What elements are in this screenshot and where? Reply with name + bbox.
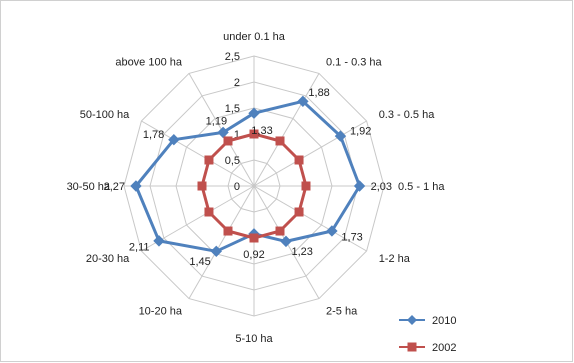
data-label-2010: 1,23 <box>292 246 313 258</box>
legend-marker-2010 <box>407 315 417 325</box>
category-label: 0.1 - 0.3 ha <box>326 56 383 68</box>
data-point-2002 <box>223 226 233 236</box>
category-labels: under 0.1 ha 0.1 - 0.3 ha 0.3 - 0.5 ha 0.5 … <box>67 31 446 345</box>
data-label-2010: 1,19 <box>206 115 227 127</box>
data-point-2002 <box>275 136 285 146</box>
radial-tick-labels: 0 0,5 1 1,5 2 2,5 <box>225 51 240 193</box>
category-label: 5-10 ha <box>235 333 273 345</box>
grid-spoke-4 <box>253 185 367 252</box>
data-point-2002 <box>294 207 304 217</box>
grid-spoke-1 <box>253 73 320 187</box>
tick-label: 0 <box>234 181 240 193</box>
data-point-2002 <box>223 136 233 146</box>
category-label: 0.5 - 1 ha <box>398 181 445 193</box>
legend-label-2002: 2002 <box>432 342 456 354</box>
tick-label: 2 <box>234 77 240 89</box>
legend: 2010 2002 <box>399 315 456 354</box>
data-labels: 1,88 1,92 2,03 1,73 1,23 0,92 1,45 2,11 2,27 1,78… <box>104 87 392 268</box>
tick-label: 0,5 <box>225 155 240 167</box>
category-label: 20-30 ha <box>86 253 130 265</box>
data-point-2010 <box>297 95 309 108</box>
annotation-label: 1,33 <box>251 125 272 137</box>
category-label: 50-100 ha <box>80 109 130 121</box>
grid-spoke-2 <box>253 120 367 187</box>
data-label-2010: 2,11 <box>129 241 150 253</box>
data-point-2002 <box>204 155 214 165</box>
tick-label: 1,5 <box>225 103 240 115</box>
data-point-2010 <box>153 235 165 247</box>
category-label: above 100 ha <box>115 56 183 68</box>
data-point-2002 <box>275 226 285 236</box>
data-label-2010: 1,88 <box>308 87 329 99</box>
series-layer <box>130 95 366 258</box>
data-point-2010 <box>326 225 338 237</box>
data-point-2010 <box>334 130 347 142</box>
data-point-2010 <box>217 126 229 139</box>
category-label: under 0.1 ha <box>223 31 286 43</box>
data-label-2010: 1,73 <box>341 232 362 244</box>
data-label-2010: 1,92 <box>350 126 371 138</box>
data-label-2010: 2,27 <box>104 181 125 193</box>
grid-spoke-10 <box>141 120 255 187</box>
tick-label: 1 <box>234 129 240 141</box>
legend-label-2010: 2010 <box>432 315 456 327</box>
data-point-2010 <box>280 235 292 248</box>
data-point-2010 <box>248 107 260 119</box>
data-point-2010 <box>168 134 180 146</box>
data-label-2010: 1,45 <box>189 256 210 268</box>
data-point-2002 <box>301 181 311 191</box>
data-label-2010: 1,78 <box>143 129 164 141</box>
data-point-2010 <box>353 180 366 192</box>
data-point-2002 <box>294 155 304 165</box>
data-point-2010 <box>130 180 142 192</box>
category-label: 30-50 ha <box>67 181 111 193</box>
data-point-2002 <box>249 233 259 243</box>
data-label-2010: 2,03 <box>371 181 392 193</box>
radar-grid <box>123 55 385 317</box>
data-point-2002 <box>249 129 259 139</box>
data-point-2010 <box>210 245 223 258</box>
legend-marker-2002 <box>407 342 417 352</box>
legend-item-2002: 2002 <box>399 342 456 354</box>
tick-label: 2,5 <box>225 51 240 63</box>
category-label: 1-2 ha <box>379 253 411 265</box>
category-label: 0.3 - 0.5 ha <box>379 109 436 121</box>
grid-spoke-7 <box>188 185 255 299</box>
legend-item-2010: 2010 <box>399 315 456 327</box>
series-line-2010 <box>134 99 362 253</box>
data-point-2002 <box>204 207 214 217</box>
category-label: 2-5 ha <box>326 306 358 318</box>
data-label-2010: 0,92 <box>243 249 264 261</box>
data-point-2002 <box>197 181 207 191</box>
category-label: 10-20 ha <box>139 306 183 318</box>
